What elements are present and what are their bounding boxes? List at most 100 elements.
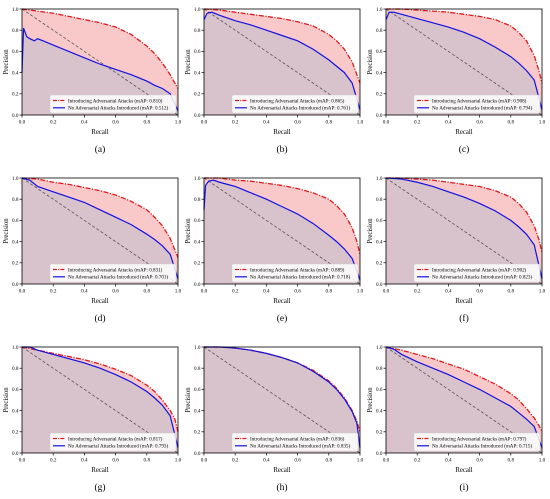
y-tick-label: 0.2 — [376, 261, 383, 267]
y-tick-label: 0.2 — [194, 92, 201, 98]
y-tick-label: 0.6 — [12, 218, 19, 224]
x-axis-label: Recall — [91, 298, 108, 305]
y-tick-label: 0.4 — [12, 408, 19, 414]
legend-label-baseline: No Adversarial Attacks Introduced (mAP: … — [250, 105, 350, 112]
legend: Introducing Adversarial Attacks (mAP: 0.… — [413, 94, 541, 114]
y-axis-label: Precision — [185, 387, 192, 413]
x-tick-label: 0.4 — [263, 120, 270, 126]
legend: Introducing Adversarial Attacks (mAP: 0.… — [231, 263, 359, 283]
series-line-baseline — [385, 11, 543, 110]
x-tick-label: 0.2 — [232, 458, 239, 464]
legend: Introducing Adversarial Attacks (mAP: 0.… — [49, 94, 177, 114]
x-tick-label: 0.8 — [326, 120, 333, 126]
x-tick-label: 0.4 — [445, 458, 452, 464]
y-tick-label: 1.0 — [12, 176, 19, 182]
panel-caption: (b) — [276, 144, 287, 155]
x-axis-label: Recall — [455, 467, 472, 474]
x-tick-label: 0.8 — [508, 458, 515, 464]
x-axis-label: Recall — [273, 129, 290, 136]
series-line-baseline — [203, 179, 361, 280]
x-tick-label: 0.4 — [81, 120, 88, 126]
legend-box — [413, 263, 541, 283]
y-tick-label: 0.0 — [12, 451, 19, 457]
series-line-baseline — [203, 11, 361, 110]
y-tick-label: 0.0 — [12, 113, 19, 119]
chart-panel-8: 0.00.0 0.2 0.2 0.4 0.4 0.6 0.6 0.8 0.8 1.0 1.0 Reca… — [185, 345, 364, 493]
y-tick-label: 0.2 — [12, 430, 19, 436]
y-tick-label: 1.0 — [376, 176, 383, 182]
series-line-adversarial — [204, 177, 361, 255]
y-tick-label: 0.4 — [194, 408, 201, 414]
y-tick-label: 0.6 — [12, 49, 19, 55]
y-axis-label: Precision — [3, 218, 10, 244]
legend-box — [49, 263, 177, 283]
legend: Introducing Adversarial Attacks (mAP: 0.… — [49, 432, 177, 452]
x-tick-label: 1.0 — [175, 289, 182, 295]
x-tick-label: 1.0 — [175, 458, 182, 464]
x-tick-label: 0.8 — [326, 458, 333, 464]
legend-label-adversarial: Introducing Adversarial Attacks (mAP: 0.… — [68, 97, 163, 104]
y-tick-label: 0.8 — [12, 366, 19, 372]
legend-label-adversarial: Introducing Adversarial Attacks (mAP: 0.… — [432, 435, 527, 442]
y-tick-label: 0.8 — [12, 28, 19, 34]
chart-panel-5: 0.00.0 0.2 0.2 0.4 0.4 0.6 0.6 0.8 0.8 1.0 1.0 Reca… — [185, 176, 364, 324]
x-tick-label: 0.6 — [476, 120, 483, 126]
x-tick-label: 0.0 — [201, 458, 208, 464]
legend-label-adversarial: Introducing Adversarial Attacks (mAP: 0.… — [250, 266, 345, 273]
legend: Introducing Adversarial Attacks (mAP: 0.… — [413, 432, 541, 452]
y-tick-label: 0.4 — [194, 239, 201, 245]
series-line-adversarial — [386, 8, 543, 84]
x-tick-label: 0.6 — [294, 289, 301, 295]
x-tick-label: 0.8 — [144, 120, 151, 126]
legend-label-baseline: No Adversarial Attacks Introduced (mAP: … — [432, 105, 532, 112]
legend-label-adversarial: Introducing Adversarial Attacks (mAP: 0.… — [250, 97, 345, 104]
axes-frame — [21, 177, 179, 285]
y-axis-label: Precision — [185, 49, 192, 75]
y-tick-label: 1.0 — [376, 345, 383, 351]
x-tick-label: 0.2 — [414, 458, 421, 464]
chart-panel-3: 0.00.0 0.2 0.2 0.4 0.4 0.6 0.6 0.8 0.8 1.0 1.0 Reca… — [367, 7, 546, 155]
y-tick-label: 0.4 — [376, 239, 383, 245]
x-tick-label: 0.4 — [263, 289, 270, 295]
legend-box — [49, 432, 177, 452]
axes-frame — [203, 8, 361, 116]
x-tick-label: 0.8 — [144, 289, 151, 295]
legend-label-adversarial: Introducing Adversarial Attacks (mAP: 0.… — [68, 266, 163, 273]
y-tick-label: 0.2 — [194, 430, 201, 436]
panel-caption: (d) — [94, 313, 105, 324]
series-line-baseline — [385, 346, 543, 448]
y-tick-label: 0.8 — [194, 366, 201, 372]
legend-box — [413, 94, 541, 114]
y-tick-label: 0.4 — [194, 70, 201, 76]
y-axis-label: Precision — [3, 387, 10, 413]
panel-caption: (e) — [277, 313, 288, 324]
x-tick-label: 0.4 — [445, 289, 452, 295]
chart-panel-7: 0.00.0 0.2 0.2 0.4 0.4 0.6 0.6 0.8 0.8 1.0 1.0 Reca… — [3, 345, 182, 493]
x-tick-label: 0.2 — [50, 289, 57, 295]
series-line-baseline — [22, 346, 179, 448]
x-tick-label: 0.6 — [294, 458, 301, 464]
x-tick-label: 0.2 — [50, 458, 57, 464]
series-line-adversarial — [21, 346, 179, 432]
legend-box — [49, 94, 177, 114]
axes-frame — [385, 177, 543, 285]
y-tick-label: 1.0 — [376, 7, 383, 13]
series-line-adversarial — [386, 177, 543, 253]
legend: Introducing Adversarial Attacks (mAP: 0.… — [231, 432, 359, 452]
y-tick-label: 0.0 — [376, 451, 383, 457]
legend-label-adversarial: Introducing Adversarial Attacks (mAP: 0.… — [250, 435, 345, 442]
y-axis-label: Precision — [367, 387, 374, 413]
y-tick-label: 1.0 — [12, 7, 19, 13]
panel-caption: (a) — [95, 144, 106, 155]
legend-label-adversarial: Introducing Adversarial Attacks (mAP: 0.… — [68, 435, 163, 442]
y-tick-label: 0.4 — [12, 239, 19, 245]
x-tick-label: 0.2 — [232, 289, 239, 295]
baseline-area — [204, 180, 360, 284]
legend-label-baseline: No Adversarial Attacks Introduced (mAP: … — [250, 274, 350, 281]
axes-frame — [21, 346, 179, 454]
y-tick-label: 1.0 — [12, 345, 19, 351]
x-axis-label: Recall — [91, 467, 108, 474]
y-tick-label: 0.8 — [194, 28, 201, 34]
x-tick-label: 0.6 — [112, 458, 119, 464]
